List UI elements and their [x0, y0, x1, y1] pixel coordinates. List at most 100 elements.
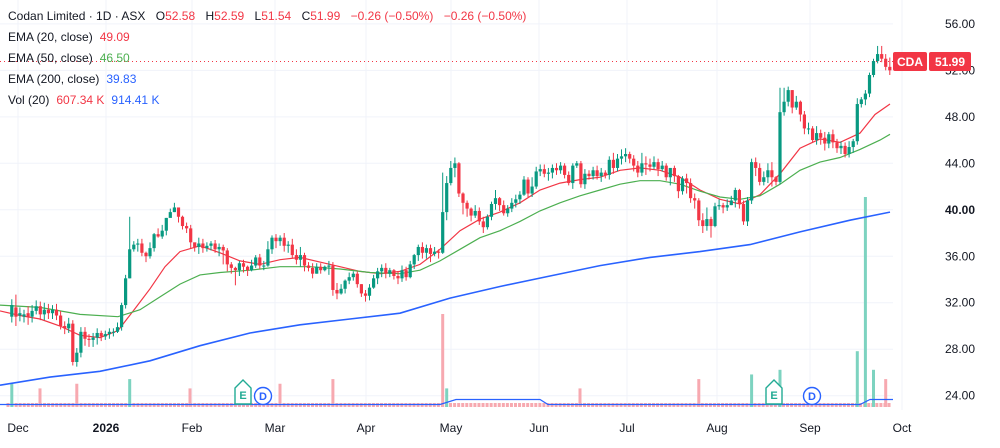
candle-body	[18, 313, 22, 316]
candle-body	[502, 205, 506, 214]
price-tick-label: 44.00	[945, 156, 975, 170]
dividend-icon[interactable]: D	[253, 386, 273, 406]
candle-body	[120, 305, 124, 328]
ema-line	[0, 133, 891, 318]
price-tick-label: 28.00	[945, 342, 975, 356]
high-value: 52.59	[214, 9, 245, 23]
candle-body	[876, 54, 880, 62]
legend-ema50-row[interactable]: EMA (50, close) 46.50	[8, 48, 526, 69]
candle-body	[258, 257, 262, 266]
earnings-icon[interactable]: E	[234, 379, 252, 405]
candle-body	[416, 246, 420, 256]
candle-body	[571, 165, 575, 184]
time-tick-label: Sep	[799, 421, 821, 435]
candle-body	[595, 170, 599, 177]
legend-ema20-row[interactable]: EMA (20, close) 49.09	[8, 27, 526, 48]
candle-body	[54, 309, 59, 316]
candle-body	[477, 210, 481, 222]
dividend-letter: D	[259, 391, 267, 403]
candle-body	[615, 158, 620, 168]
time-axis[interactable]: Dec 2026 Feb Mar Apr May Jun Jul Aug Sep Oct	[7, 421, 912, 435]
time-tick-label: Mar	[265, 421, 286, 435]
candle-body	[404, 270, 408, 278]
candle-body	[835, 142, 839, 149]
candle-body	[250, 265, 254, 271]
volume-bar	[875, 403, 879, 407]
candle-body	[445, 183, 449, 213]
volume-bar	[514, 403, 517, 407]
legend-ohlc-row[interactable]: Codan Limited · 1D · ASX O52.58 H52.59 L…	[8, 6, 526, 27]
candle-body	[67, 323, 71, 329]
candle-body	[449, 167, 453, 184]
dividend-icon[interactable]: D	[802, 386, 822, 406]
earnings-letter: E	[770, 390, 777, 402]
candle-body	[388, 270, 392, 274]
candle-body	[376, 271, 380, 279]
ema200-value: 39.83	[106, 72, 137, 86]
candle-body	[863, 93, 867, 100]
candle-body	[437, 251, 441, 253]
candle-body	[701, 220, 705, 227]
candle-body	[79, 331, 83, 353]
candle-body	[778, 112, 782, 182]
volume-bar	[505, 403, 509, 407]
candle-body	[514, 199, 518, 203]
legend-ema200-row[interactable]: EMA (200, close) 39.83	[8, 69, 526, 90]
candle-body	[676, 176, 680, 192]
candle-body	[111, 331, 115, 333]
candle-body	[128, 249, 132, 279]
candle-body	[286, 244, 290, 246]
symbol-title[interactable]: Codan Limited · 1D · ASX	[8, 9, 146, 23]
candle-body	[343, 280, 347, 289]
candle-body	[83, 331, 87, 339]
volume-bar	[501, 403, 505, 407]
candle-body	[680, 178, 685, 192]
candle-body	[774, 177, 778, 182]
candle-body	[75, 352, 79, 363]
candle-body	[115, 327, 120, 332]
candle-body	[644, 163, 648, 165]
candle-body	[278, 237, 282, 242]
volume-bar	[477, 403, 481, 407]
candle-body	[103, 334, 107, 337]
candle-body	[481, 221, 485, 228]
candle-body	[713, 206, 717, 227]
dividend-marker	[253, 386, 273, 406]
volume-bar	[526, 403, 530, 407]
candle-body	[392, 270, 396, 277]
volume-bar	[542, 403, 546, 407]
candle-body	[689, 183, 693, 199]
price-tag-ticker: CDA	[897, 55, 923, 69]
candle-body	[717, 205, 721, 207]
candle-body	[819, 133, 823, 138]
candle-body	[140, 243, 144, 253]
candle-body	[697, 200, 701, 221]
price-axis[interactable]: 56.0052.0048.0044.0040.0036.0032.0028.00…	[945, 17, 975, 403]
candle-body	[672, 167, 676, 177]
candle-body	[229, 264, 233, 268]
volume-bar	[473, 403, 477, 407]
volume-bar	[750, 374, 754, 407]
volume-value-2: 914.41 K	[111, 93, 160, 107]
candle-body	[640, 163, 644, 173]
candle-body	[811, 128, 815, 141]
volume-bar	[485, 403, 489, 407]
volume-bar	[518, 403, 522, 407]
candle-body	[652, 162, 656, 167]
volume-bar	[75, 383, 79, 407]
candle-body	[156, 234, 160, 237]
price-tag: CDA 51.99	[893, 52, 971, 71]
earnings-icon[interactable]: E	[765, 379, 783, 405]
candle-body	[888, 66, 892, 71]
candle-body	[867, 74, 872, 94]
candle-body	[693, 198, 697, 201]
time-tick-label: Oct	[893, 421, 912, 435]
legend-volume-row[interactable]: Vol (20) 607.34 K 914.41 K	[8, 90, 526, 111]
volume-bar	[697, 379, 701, 407]
candle-body	[579, 163, 583, 185]
candle-body	[790, 90, 794, 108]
candle-body	[132, 244, 136, 250]
candle-body	[363, 293, 368, 296]
